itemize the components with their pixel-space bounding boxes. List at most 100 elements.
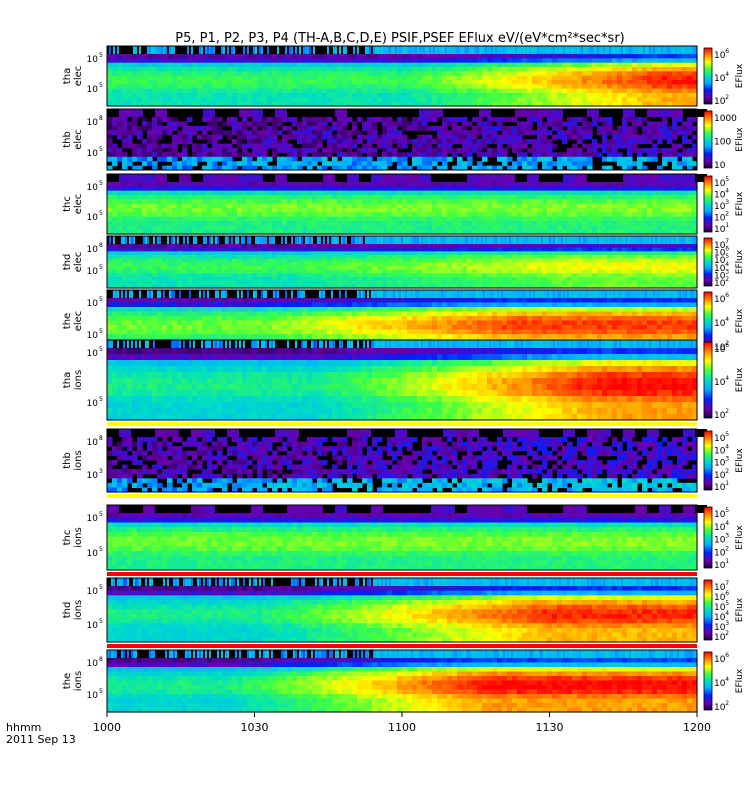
- heat-cell: [282, 54, 288, 59]
- heat-cell: [582, 182, 588, 187]
- heat-cell: [547, 152, 553, 157]
- heat-cell: [267, 89, 273, 94]
- heat-cell: [117, 270, 123, 274]
- heat-cell: [112, 89, 118, 94]
- band-tick: [335, 46, 337, 54]
- heat-cell: [552, 126, 558, 131]
- heat-cell: [297, 277, 303, 281]
- band-tick: [687, 46, 689, 54]
- heat-cell: [572, 152, 578, 157]
- heat-cell: [572, 144, 578, 149]
- heat-cell: [182, 212, 188, 217]
- heat-cell: [237, 130, 243, 135]
- heat-cell: [682, 204, 688, 209]
- heat-cell: [202, 144, 208, 149]
- heat-cell: [212, 273, 218, 277]
- heat-cell: [672, 89, 678, 94]
- band-tick: [341, 46, 343, 54]
- heat-cell: [537, 152, 543, 157]
- heat-cell: [207, 248, 213, 252]
- heat-cell: [272, 277, 278, 281]
- heat-cell: [442, 208, 448, 213]
- heat-cell: [372, 71, 378, 76]
- heat-cell: [687, 186, 693, 191]
- heat-cell: [172, 281, 178, 285]
- heat-cell: [457, 182, 463, 187]
- heat-cell: [122, 244, 128, 248]
- heat-cell: [307, 259, 313, 263]
- heat-cell: [587, 63, 593, 68]
- heat-cell: [362, 225, 368, 230]
- heat-cell: [662, 199, 668, 204]
- heat-cell: [597, 93, 603, 98]
- heat-cell: [362, 262, 368, 266]
- heat-cell: [317, 251, 323, 255]
- heat-cell: [542, 97, 548, 102]
- heat-cell: [177, 76, 183, 81]
- heat-cell: [317, 121, 323, 126]
- heat-cell: [307, 195, 313, 200]
- heat-cell: [677, 186, 683, 191]
- heat-cell: [647, 204, 653, 209]
- heat-cell: [157, 281, 163, 285]
- heat-cell: [402, 58, 408, 63]
- heat-cell: [242, 191, 248, 196]
- heat-cell: [442, 204, 448, 209]
- heat-cell: [687, 217, 693, 222]
- heat-cell: [392, 76, 398, 81]
- heat-cell: [392, 148, 398, 153]
- heat-cell: [342, 259, 348, 263]
- heat-cell: [412, 58, 418, 63]
- heat-cell: [127, 67, 133, 72]
- heat-cell: [332, 262, 338, 266]
- heat-cell: [597, 212, 603, 217]
- heat-cell: [642, 89, 648, 94]
- heat-cell: [187, 248, 193, 252]
- heat-cell: [517, 93, 523, 98]
- heat-cell: [237, 161, 243, 166]
- heat-cell: [167, 204, 173, 209]
- heat-cell: [292, 281, 298, 285]
- band-tick: [299, 46, 301, 54]
- heat-cell: [627, 126, 633, 131]
- heat-cell: [412, 71, 418, 76]
- panel-top-band: [107, 174, 707, 182]
- band-tick: [131, 46, 133, 54]
- heat-cell: [307, 89, 313, 94]
- heat-cell: [447, 93, 453, 98]
- heat-cell: [372, 217, 378, 222]
- heat-cell: [682, 80, 688, 85]
- band-block: [239, 174, 251, 182]
- heat-cell: [477, 195, 483, 200]
- heat-cell: [357, 270, 363, 274]
- heat-cell: [407, 58, 413, 63]
- heat-cell: [417, 191, 423, 196]
- band-tick: [499, 46, 501, 54]
- heat-cell: [112, 270, 118, 274]
- heat-cell: [682, 195, 688, 200]
- heat-cell: [147, 76, 153, 81]
- heat-cell: [357, 217, 363, 222]
- band-block: [551, 174, 563, 182]
- heat-cell: [562, 71, 568, 76]
- band-tick: [373, 46, 375, 54]
- heat-cell: [207, 259, 213, 263]
- heat-cell: [262, 139, 268, 144]
- heat-cell: [157, 251, 163, 255]
- heat-cell: [407, 67, 413, 72]
- heat-cell: [482, 84, 488, 89]
- heat-cell: [667, 182, 673, 187]
- heat-cell: [462, 208, 468, 213]
- heat-cell: [572, 117, 578, 122]
- heat-cell: [277, 182, 283, 187]
- heat-cell: [202, 217, 208, 222]
- heat-cell: [447, 76, 453, 81]
- band-tick: [401, 46, 403, 54]
- heat-cell: [527, 117, 533, 122]
- heat-cell: [387, 76, 393, 81]
- heat-cell: [582, 157, 588, 162]
- band-block: [131, 109, 143, 117]
- heat-cell: [522, 58, 528, 63]
- heat-cell: [432, 126, 438, 131]
- heat-cell: [422, 152, 428, 157]
